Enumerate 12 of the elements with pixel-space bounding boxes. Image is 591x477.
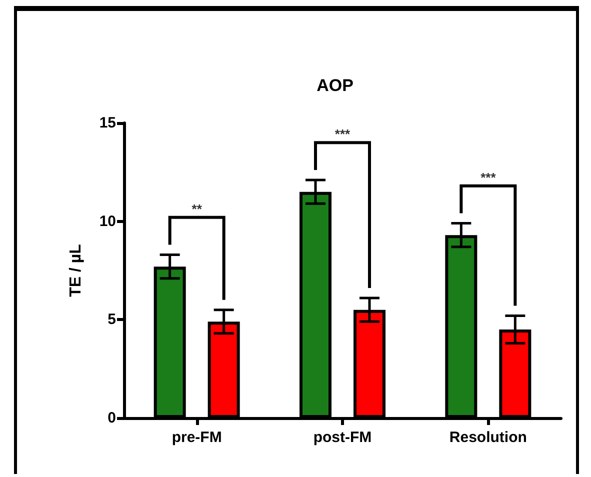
x-tick-label: post-FM [313,429,372,446]
y-tick-label: 5 [108,311,116,328]
x-tick-label: pre-FM [172,429,222,446]
chart-title: AOP [316,76,354,95]
y-axis-title: TE / µL [68,244,84,297]
annotation: *** [480,170,497,185]
y-tick-label: 10 [99,212,116,230]
x-tick-label: Resolution [449,429,527,446]
annotation: ** [192,201,203,216]
y-tick-label: 0 [108,410,116,426]
annotation: *** [334,126,352,142]
y-tick-label: 15 [99,114,116,132]
